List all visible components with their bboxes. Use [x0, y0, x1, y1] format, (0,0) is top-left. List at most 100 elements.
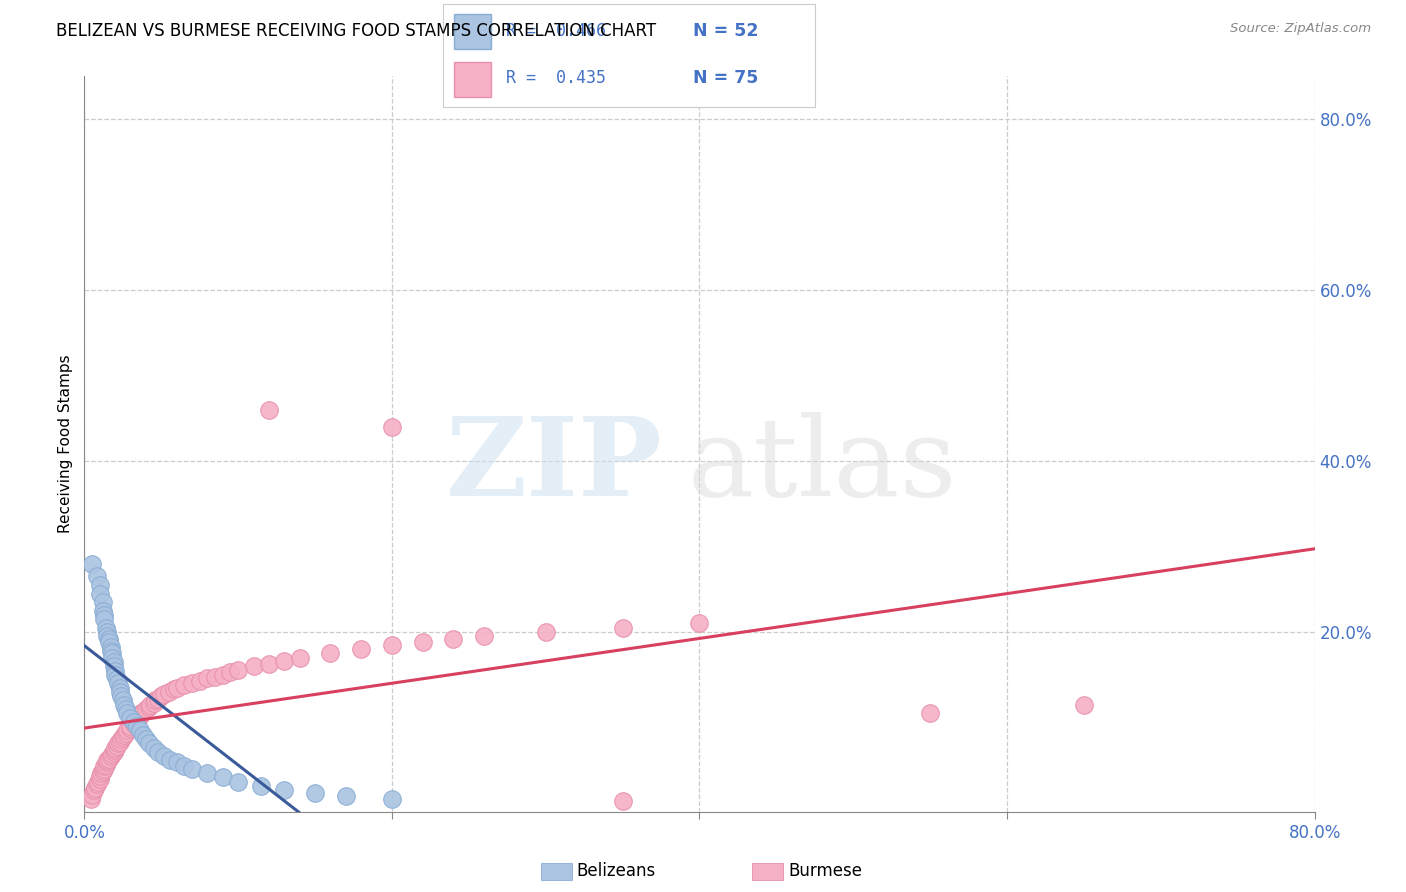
Point [125, 713, 148, 727]
Bar [454, 62, 491, 96]
Point [128, 723, 150, 738]
Text: N = 52: N = 52 [693, 21, 758, 39]
Point [104, 664, 127, 678]
Point [98, 635, 121, 649]
Point [79, 792, 101, 806]
Point [89, 769, 111, 783]
Point [181, 676, 204, 690]
Point [115, 726, 138, 740]
Point [412, 635, 434, 649]
Point [93, 762, 115, 776]
Point [173, 758, 195, 772]
Point [120, 721, 142, 735]
Point [250, 779, 273, 793]
Point [612, 621, 634, 635]
Point [86, 569, 108, 583]
Point [84, 780, 107, 795]
Point [173, 678, 195, 692]
Point [86, 777, 108, 791]
Point [166, 755, 188, 769]
Point [143, 693, 166, 707]
Point [128, 709, 150, 723]
Y-axis label: Receiving Food Stamps: Receiving Food Stamps [58, 354, 73, 533]
Point [89, 586, 111, 600]
Point [91, 764, 114, 778]
Point [142, 740, 165, 755]
Point [472, 629, 495, 643]
Point [105, 739, 128, 753]
Point [443, 632, 465, 646]
Point [153, 749, 176, 764]
Point [107, 676, 129, 690]
Point [93, 607, 115, 622]
Point [93, 759, 115, 773]
Point [120, 719, 142, 733]
Point [100, 640, 122, 654]
Point [104, 740, 127, 755]
Point [101, 747, 124, 762]
Point [159, 753, 181, 767]
Point [139, 698, 162, 712]
Point [80, 788, 103, 802]
Point [103, 745, 125, 759]
Point [105, 672, 128, 686]
Text: atlas: atlas [688, 412, 957, 519]
Point [110, 689, 132, 703]
Point [204, 669, 226, 683]
Point [101, 650, 124, 665]
Point [148, 691, 170, 706]
Point [226, 663, 249, 677]
Point [112, 728, 135, 742]
Point [381, 638, 404, 652]
Point [87, 774, 110, 789]
Point [80, 557, 103, 571]
Text: Burmese: Burmese [789, 863, 863, 880]
Point [104, 743, 127, 757]
Point [111, 731, 134, 745]
Point [166, 681, 188, 695]
Point [142, 696, 165, 710]
Point [242, 659, 264, 673]
Point [94, 757, 117, 772]
Point [148, 745, 170, 759]
Point [107, 736, 129, 750]
Point [129, 706, 152, 721]
Point [127, 710, 149, 724]
Point [257, 657, 280, 671]
Point [96, 753, 118, 767]
Point [98, 632, 121, 646]
Point [135, 731, 157, 746]
Point [132, 728, 155, 742]
Point [211, 771, 233, 785]
Point [219, 665, 242, 680]
Point [89, 578, 111, 592]
Point [93, 612, 115, 626]
Point [104, 668, 127, 682]
Point [157, 685, 180, 699]
Point [94, 621, 117, 635]
Point [304, 786, 326, 800]
Point [101, 647, 124, 661]
Text: ZIP: ZIP [446, 412, 662, 519]
Point [96, 629, 118, 643]
Point [112, 698, 135, 712]
Point [381, 419, 404, 434]
Point [91, 595, 114, 609]
Point [226, 774, 249, 789]
Point [120, 710, 142, 724]
Point [197, 671, 219, 685]
Point [132, 705, 155, 719]
Point [257, 402, 280, 417]
Point [103, 655, 125, 669]
Text: N = 75: N = 75 [693, 69, 758, 87]
Point [117, 706, 139, 721]
Point [689, 616, 711, 631]
Point [153, 687, 176, 701]
Point [920, 706, 942, 721]
Point [612, 794, 634, 808]
Point [288, 650, 311, 665]
Point [124, 714, 146, 729]
Point [350, 642, 373, 657]
Point [181, 762, 204, 776]
Point [98, 752, 121, 766]
